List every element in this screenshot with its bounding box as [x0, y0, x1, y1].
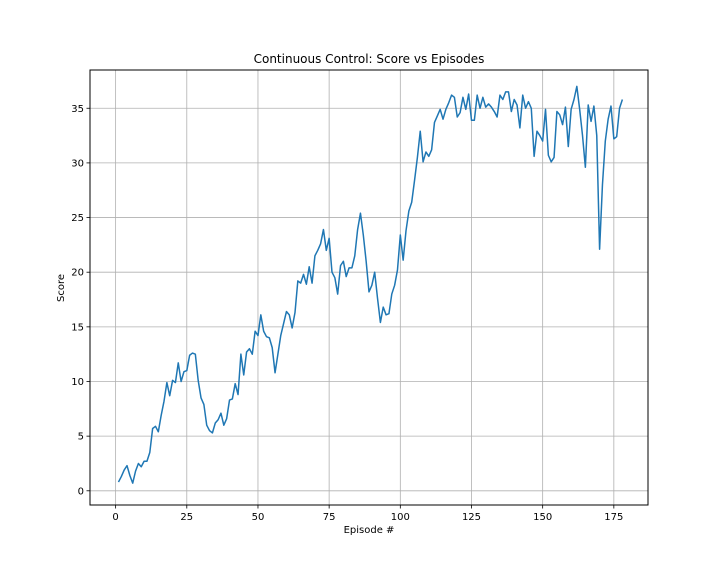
x-tick-label: 125	[462, 512, 481, 523]
y-tick-label: 15	[71, 322, 84, 333]
plot-frame	[89, 69, 649, 506]
x-tick-label: 100	[391, 512, 410, 523]
y-tick-label: 20	[71, 268, 84, 279]
grid-lines	[90, 70, 648, 505]
y-tick-label: 25	[71, 213, 84, 224]
x-tick-label: 150	[533, 512, 552, 523]
series-group	[117, 85, 624, 484]
x-tick-label: 0	[112, 512, 118, 523]
y-tick-label: 10	[71, 377, 84, 388]
x-tick-label: 175	[604, 512, 623, 523]
x-tick-label: 25	[180, 512, 193, 523]
y-axis-ticks: 0 5 10 15 20 25 30 35	[71, 104, 90, 497]
score-series-line	[117, 85, 624, 484]
chart-title: Continuous Control: Score vs Episodes	[254, 52, 485, 66]
x-tick-label: 50	[252, 512, 265, 523]
x-axis-label: Episode #	[344, 525, 395, 536]
x-tick-label: 75	[323, 512, 336, 523]
y-tick-label: 30	[71, 158, 84, 169]
y-tick-label: 0	[78, 486, 84, 497]
y-tick-label: 35	[71, 104, 84, 115]
y-tick-label: 5	[78, 432, 84, 443]
y-axis-label: Score	[56, 274, 67, 302]
x-axis-ticks: 0 25 50 75 100 125 150 175	[112, 505, 623, 523]
